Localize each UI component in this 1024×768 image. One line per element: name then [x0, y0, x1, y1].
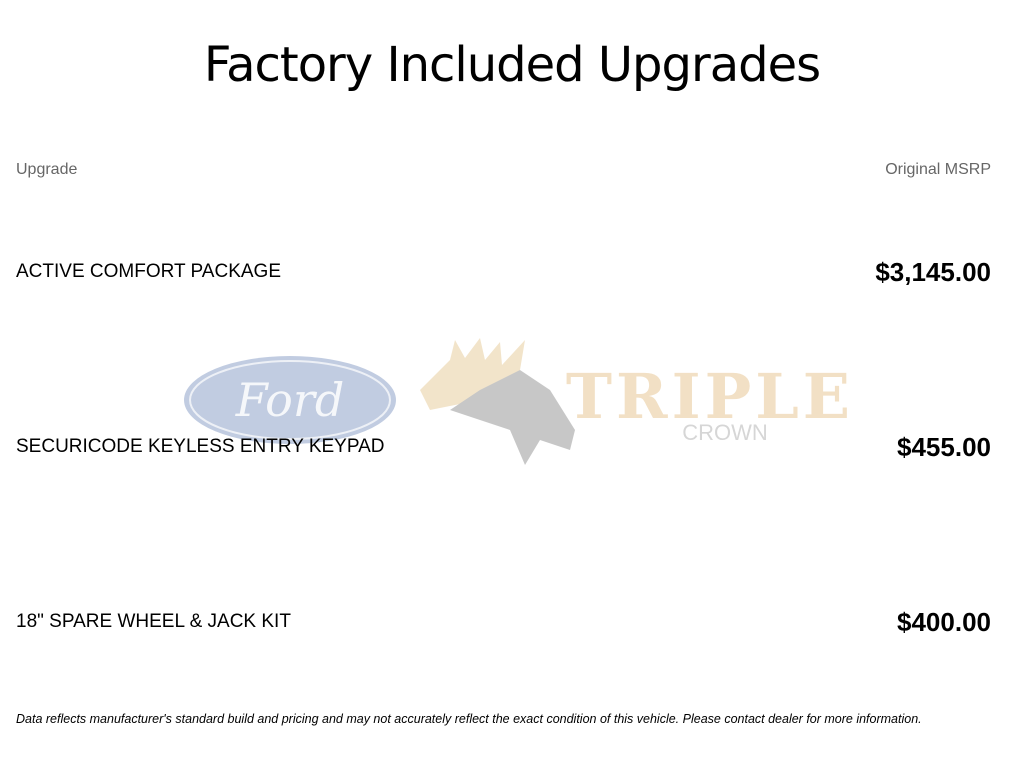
triple-crown-horse-icon — [420, 338, 575, 465]
upgrade-name: SECURICODE KEYLESS ENTRY KEYPAD — [16, 436, 385, 457]
table-row: 18" SPARE WHEEL & JACK KIT $400.00 — [16, 602, 991, 642]
disclaimer: Data reflects manufacturer's standard bu… — [16, 712, 922, 726]
ford-logo-icon: Ford — [184, 356, 396, 444]
upgrade-price: $455.00 — [897, 431, 991, 462]
svg-text:CROWN: CROWN — [682, 420, 768, 445]
table-row: SECURICODE KEYLESS ENTRY KEYPAD $455.00 — [16, 427, 991, 467]
page-title: Factory Included Upgrades — [203, 37, 821, 93]
table-row: ACTIVE COMFORT PACKAGE $3,145.00 — [16, 252, 991, 292]
upgrade-price: $3,145.00 — [875, 256, 991, 287]
svg-text:TRIPLE: TRIPLE — [566, 360, 854, 433]
upgrade-name: ACTIVE COMFORT PACKAGE — [16, 261, 281, 282]
column-header-msrp: Original MSRP — [885, 161, 991, 178]
dealer-watermark-logo: Ford TRIPLE CROWN — [184, 338, 854, 465]
upgrade-name: 18" SPARE WHEEL & JACK KIT — [16, 611, 291, 632]
upgrade-price: $400.00 — [897, 606, 991, 637]
svg-text:Ford: Ford — [235, 373, 345, 427]
column-header-upgrade: Upgrade — [16, 161, 78, 178]
